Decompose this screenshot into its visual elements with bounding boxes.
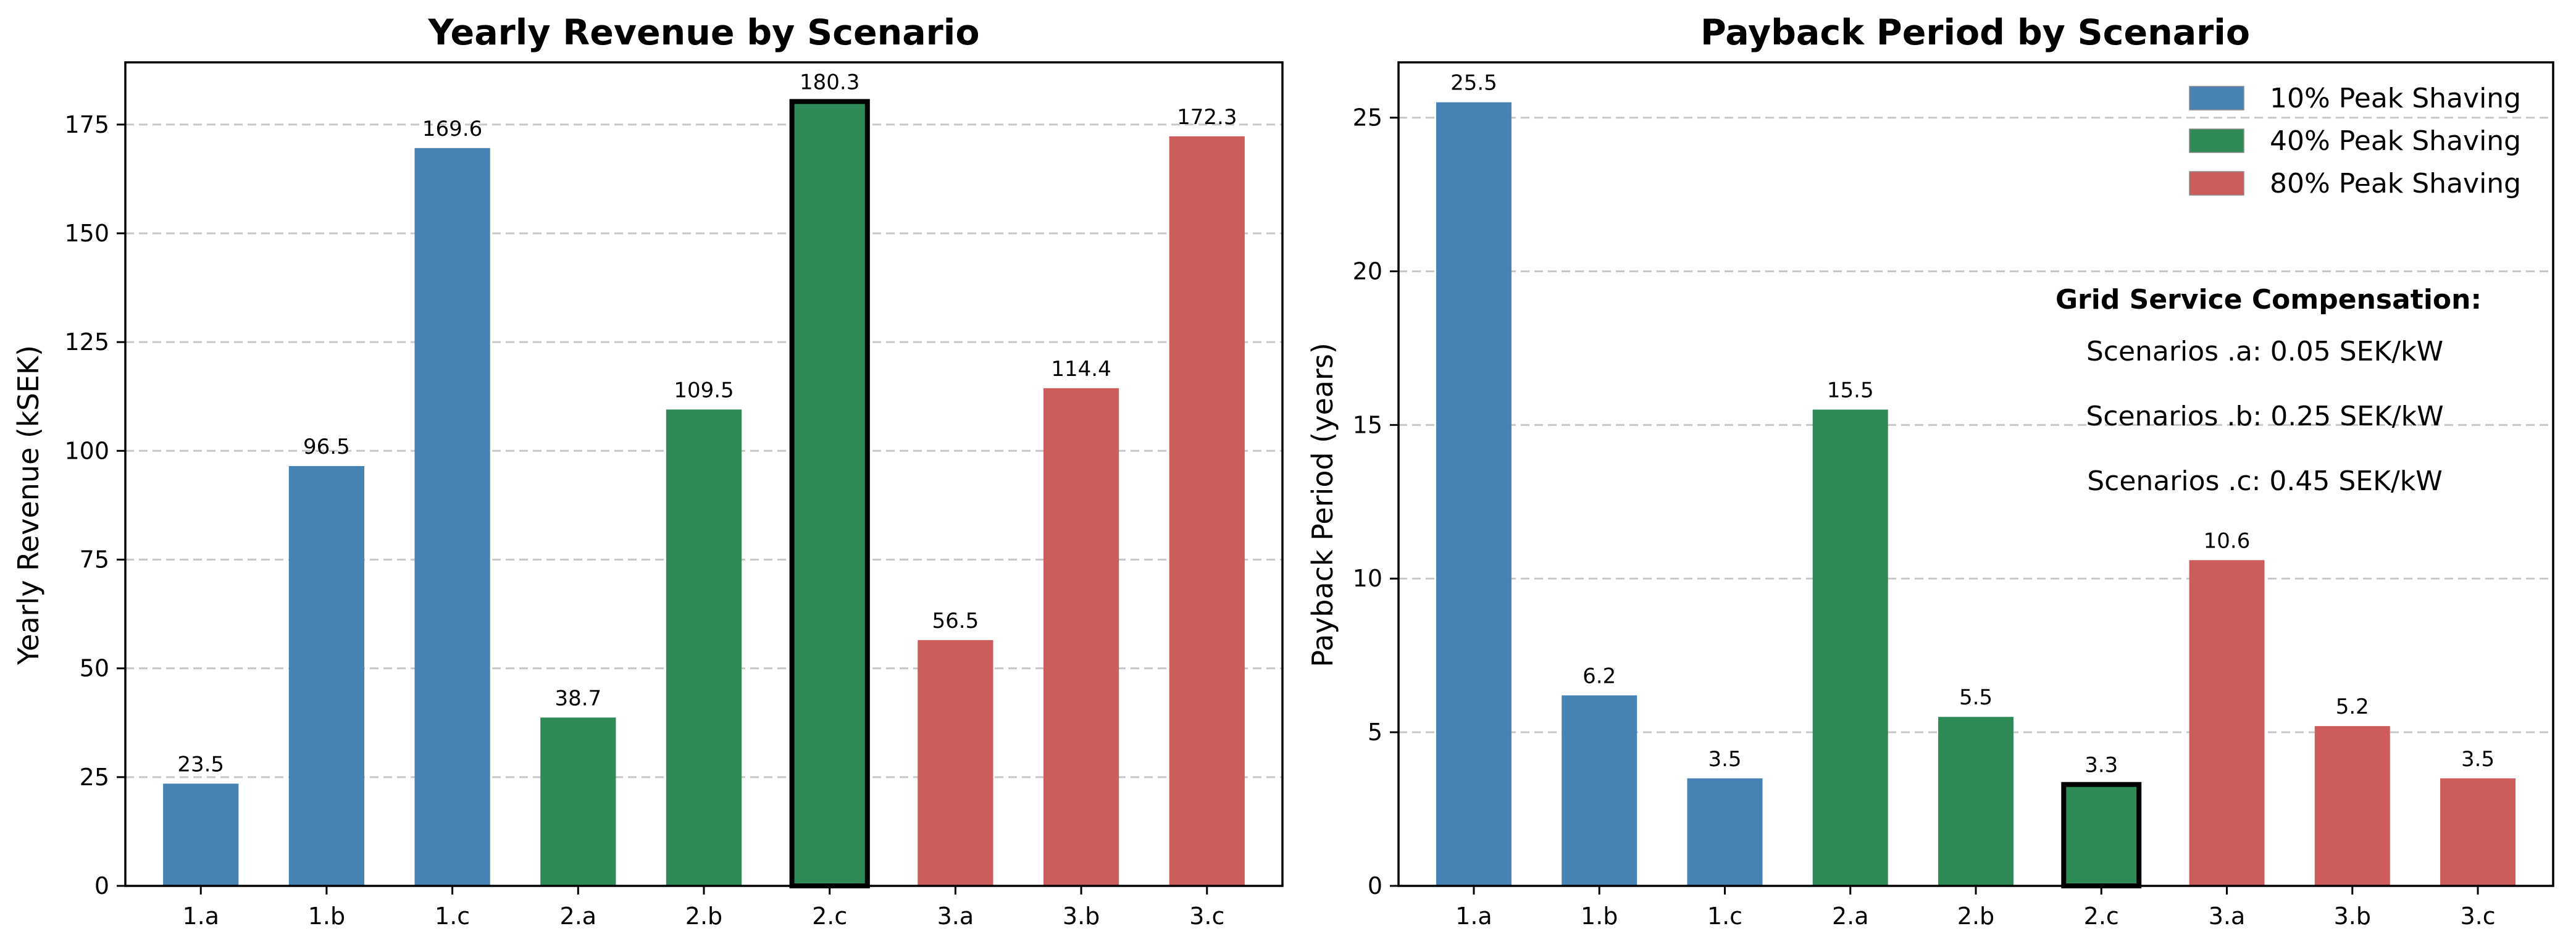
revenue-bar-2-a [540, 717, 616, 886]
payback-bar-3-c [2440, 778, 2516, 886]
grid-service-annotation: Grid Service Compensation: Scenarios .a:… [2055, 284, 2482, 497]
payback-x-tick-label: 3.a [2209, 903, 2246, 930]
revenue-y-axis-label: Yearly Revenue (kSEK) [12, 345, 45, 665]
payback-y-axis-label: Payback Period (years) [1306, 343, 1339, 667]
revenue-bar-value-label: 56.5 [932, 609, 979, 633]
payback-bar-2-c [2061, 782, 2142, 888]
payback-x-axis-ticks: 1.a 1.b 1.c 2.a 2.b 2.c 3.a 3.b 3.c [1455, 886, 2496, 930]
payback-chart-title: Payback Period by Scenario [1700, 12, 2250, 53]
legend-label-80pct: 80% Peak Shaving [2270, 168, 2521, 199]
payback-bar-value-label: 10.6 [2204, 528, 2251, 553]
revenue-bar-value-label: 180.3 [800, 70, 859, 94]
payback-x-tick-label: 2.b [1957, 903, 1994, 930]
revenue-y-tick-label: 125 [64, 328, 109, 356]
payback-y-tick-label: 25 [1353, 104, 1382, 131]
revenue-bar-1-b [288, 465, 365, 886]
payback-bar-value-label: 25.5 [1450, 71, 1497, 96]
revenue-x-tick-label: 2.a [560, 903, 597, 930]
payback-bar-2-b [1938, 717, 2014, 886]
revenue-bar-1-a [163, 783, 239, 886]
revenue-x-tick-label: 3.b [1063, 903, 1100, 930]
legend-swatch-80pct [2189, 171, 2244, 196]
revenue-bar-1-c [414, 148, 490, 887]
payback-x-tick-label: 2.a [1832, 903, 1869, 930]
revenue-y-tick-label: 175 [64, 111, 109, 138]
revenue-x-tick-label: 3.a [937, 903, 974, 930]
annotation-line-a: Scenarios .a: 0.05 SEK/kW [2086, 336, 2443, 367]
revenue-y-axis-ticks: 0 25 50 75 100 125 150 175 [64, 111, 125, 899]
revenue-x-tick-label: 3.c [1189, 903, 1224, 930]
payback-bar-value-label: 5.5 [1959, 685, 1993, 710]
annotation-line-c: Scenarios .c: 0.45 SEK/kW [2087, 465, 2443, 497]
revenue-bar-value-labels: 23.5 96.5 169.6 38.7 109.5 180.3 56.5 114.4 172.… [177, 70, 1237, 777]
revenue-chart-panel: 23.5 96.5 169.6 38.7 109.5 180.3 56.5 114.4 172.… [12, 12, 1284, 930]
revenue-y-tick-label: 50 [80, 655, 109, 682]
payback-chart-panel: 25.5 6.2 3.5 15.5 5.5 3.3 10.6 5.2 3.5 0 5 10 15 20 2… [1306, 12, 2554, 930]
payback-y-tick-label: 20 [1353, 257, 1382, 285]
payback-bar-3-a [2189, 560, 2265, 886]
revenue-bar-3-a [918, 640, 993, 886]
revenue-x-tick-label: 2.b [685, 903, 722, 930]
revenue-bar-3-c [1169, 136, 1245, 886]
payback-bar-1-a [1436, 102, 1512, 886]
revenue-bar-value-label: 109.5 [674, 378, 734, 403]
payback-bar-value-labels: 25.5 6.2 3.5 15.5 5.5 3.3 10.6 5.2 3.5 [1450, 71, 2494, 778]
payback-x-tick-label: 1.b [1581, 903, 1618, 930]
revenue-bar-value-label: 169.6 [422, 117, 482, 141]
revenue-bar-value-label: 172.3 [1177, 105, 1237, 130]
payback-x-tick-label: 1.c [1707, 903, 1742, 930]
revenue-x-tick-label: 1.b [308, 903, 345, 930]
revenue-bar-3-b [1043, 388, 1119, 886]
payback-bar-3-b [2314, 726, 2390, 886]
revenue-bar-value-label: 114.4 [1051, 357, 1111, 382]
payback-bar-2-a [1812, 409, 1888, 886]
payback-bar-value-label: 15.5 [1827, 378, 1874, 403]
revenue-y-tick-label: 150 [64, 220, 109, 247]
payback-bar-1-c [1687, 778, 1763, 886]
revenue-x-tick-label: 1.a [182, 903, 219, 930]
payback-bar-value-label: 3.3 [2085, 753, 2118, 778]
revenue-x-axis-ticks: 1.a 1.b 1.c 2.a 2.b 2.c 3.a 3.b 3.c [182, 886, 1224, 930]
payback-bar-1-b [1562, 695, 1637, 886]
legend-label-10pct: 10% Peak Shaving [2270, 83, 2521, 114]
payback-x-tick-label: 2.c [2084, 903, 2119, 930]
payback-bar-value-label: 3.5 [2461, 747, 2494, 772]
revenue-bar-2-c [789, 99, 870, 889]
revenue-x-tick-label: 1.c [435, 903, 470, 930]
payback-x-tick-label: 3.b [2334, 903, 2371, 930]
payback-bar-value-label: 3.5 [1708, 747, 1741, 772]
revenue-y-tick-label: 100 [64, 437, 109, 464]
revenue-bar-value-label: 38.7 [554, 686, 601, 711]
payback-y-tick-label: 10 [1353, 565, 1382, 592]
revenue-bar-value-label: 96.5 [303, 435, 350, 459]
payback-bars [1436, 102, 2516, 888]
payback-x-tick-label: 1.a [1455, 903, 1492, 930]
annotation-title: Grid Service Compensation: [2055, 284, 2482, 315]
legend-label-40pct: 40% Peak Shaving [2270, 125, 2521, 157]
revenue-bar-value-label: 23.5 [177, 752, 224, 777]
revenue-chart-title: Yearly Revenue by Scenario [428, 12, 980, 53]
revenue-y-tick-label: 75 [80, 546, 109, 573]
legend-swatch-40pct [2189, 128, 2244, 153]
legend-swatch-10pct [2189, 86, 2244, 111]
revenue-y-tick-label: 25 [80, 764, 109, 791]
payback-x-tick-label: 3.c [2460, 903, 2495, 930]
annotation-line-b: Scenarios .b: 0.25 SEK/kW [2086, 401, 2443, 432]
revenue-bar-2-b [666, 409, 742, 886]
payback-bar-value-label: 5.2 [2336, 695, 2369, 719]
payback-y-tick-label: 5 [1368, 719, 1382, 746]
payback-bar-value-label: 6.2 [1583, 664, 1616, 688]
payback-y-tick-label: 15 [1353, 411, 1382, 438]
revenue-y-tick-label: 0 [94, 872, 109, 899]
revenue-x-tick-label: 2.c [812, 903, 847, 930]
legend: 10% Peak Shaving 40% Peak Shaving 80% Pe… [2189, 83, 2521, 199]
payback-y-tick-label: 0 [1368, 872, 1382, 899]
revenue-bars [163, 99, 1245, 889]
payback-y-axis-ticks: 0 5 10 15 20 25 [1353, 104, 1399, 899]
